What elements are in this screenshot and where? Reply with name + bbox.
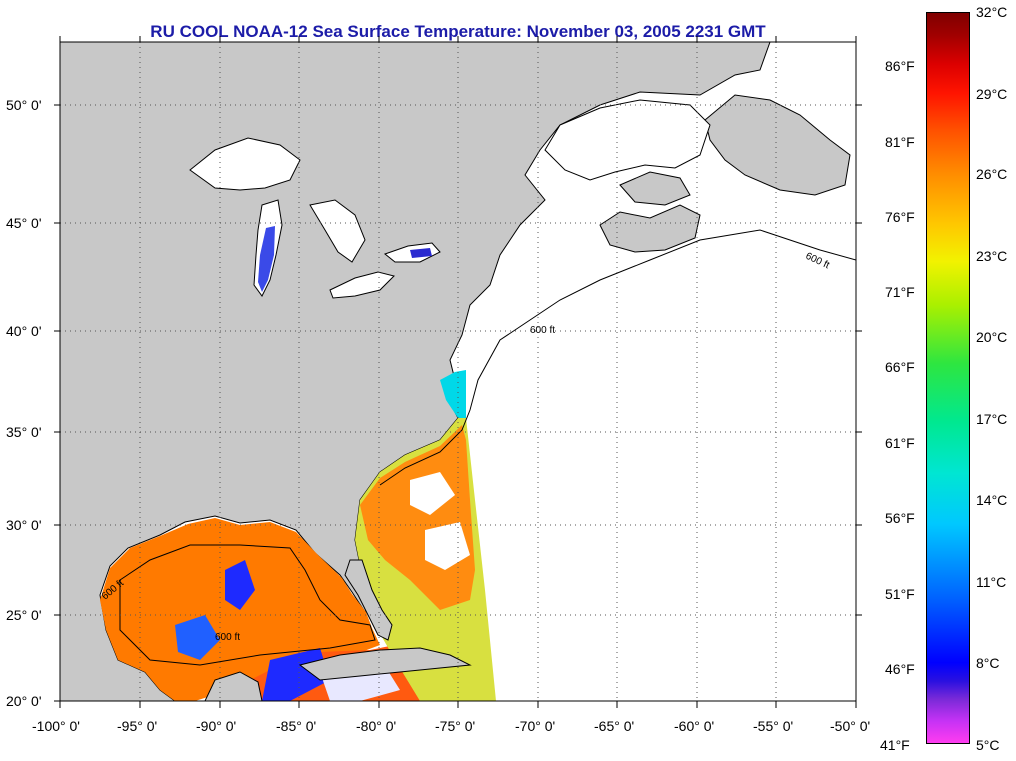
newfoundland xyxy=(704,94,851,196)
isobath-label: 600 ft xyxy=(530,325,555,336)
colorbar-celsius-23: 23°C xyxy=(976,248,1008,264)
colorbar-celsius-17: 17°C xyxy=(976,411,1008,427)
lon-label-65: -65° 0' xyxy=(594,718,635,734)
isobath-gulf xyxy=(119,544,376,666)
axis-ticks xyxy=(54,36,862,708)
colorbar-fahrenheit-51: 51°F xyxy=(885,586,915,602)
isobath-label: 600 ft xyxy=(215,632,240,643)
colorbar-fahrenheit-61: 61°F xyxy=(885,435,915,451)
lake-huron xyxy=(309,199,366,263)
cold-patch-2 xyxy=(175,615,220,660)
nova-scotia xyxy=(599,204,701,253)
lon-label-55: -55° 0' xyxy=(753,718,794,734)
lake-ontario-sst xyxy=(410,248,432,258)
map-title: RU COOL NOAA-12 Sea Surface Temperature:… xyxy=(150,22,766,41)
colorbar-celsius-5: 5°C xyxy=(976,737,1000,753)
cold-patch-1 xyxy=(225,560,255,610)
lat-label-45: 45° 0' xyxy=(6,215,42,231)
colorbar-celsius-14: 14°C xyxy=(976,492,1008,508)
lat-label-50: 50° 0' xyxy=(6,97,42,113)
lon-label-100: -100° 0' xyxy=(32,718,80,734)
colorbar-celsius-29: 29°C xyxy=(976,86,1008,102)
lon-label-70: -70° 0' xyxy=(515,718,556,734)
lon-label-60: -60° 0' xyxy=(674,718,715,734)
colorbar-fahrenheit-46: 46°F xyxy=(885,661,915,677)
lat-label-30: 30° 0' xyxy=(6,517,42,533)
temperature-colorbar xyxy=(926,12,970,744)
colorbar-fahrenheit-76: 76°F xyxy=(885,209,915,225)
lon-label-50: -50° 0' xyxy=(830,718,871,734)
lon-label-90: -90° 0' xyxy=(196,718,237,734)
colorbar-celsius-32: 32°C xyxy=(976,4,1008,20)
lat-label-35: 35° 0' xyxy=(6,424,42,440)
cuba xyxy=(298,647,472,681)
colorbar-fahrenheit-56: 56°F xyxy=(885,510,915,526)
cloud-patch-1 xyxy=(410,472,455,515)
lat-label-20: 20° 0' xyxy=(6,693,42,709)
lon-label-85: -85° 0' xyxy=(276,718,317,734)
colorbar-fahrenheit-71: 71°F xyxy=(885,284,915,300)
colorbar-celsius-11: 11°C xyxy=(976,574,1007,590)
mid-atlantic-cold xyxy=(440,370,466,418)
colorbar-fahrenheit-41: 41°F xyxy=(880,737,910,753)
colorbar-fahrenheit-81: 81°F xyxy=(885,134,915,150)
lake-michigan-sst xyxy=(258,226,275,292)
colorbar-celsius-26: 26°C xyxy=(976,166,1008,182)
gaspe-region xyxy=(619,171,691,206)
lat-label-25: 25° 0' xyxy=(6,607,42,623)
yucatan xyxy=(204,671,263,701)
gulf-st-lawrence xyxy=(544,99,711,181)
lon-label-80: -80° 0' xyxy=(356,718,397,734)
colorbar-celsius-8: 8°C xyxy=(976,655,1000,671)
lon-label-95: -95° 0' xyxy=(117,718,158,734)
lon-label-75: -75° 0' xyxy=(435,718,476,734)
isobath-atlantic xyxy=(379,229,856,486)
lake-erie xyxy=(329,271,395,299)
lat-label-40: 40° 0' xyxy=(6,323,42,339)
cloud-patch-2 xyxy=(425,522,470,570)
colorbar-fahrenheit-66: 66°F xyxy=(885,359,915,375)
lake-superior xyxy=(189,137,301,191)
colorbar-fahrenheit-86: 86°F xyxy=(885,58,915,74)
colorbar-celsius-20: 20°C xyxy=(976,329,1008,345)
florida xyxy=(344,559,393,641)
